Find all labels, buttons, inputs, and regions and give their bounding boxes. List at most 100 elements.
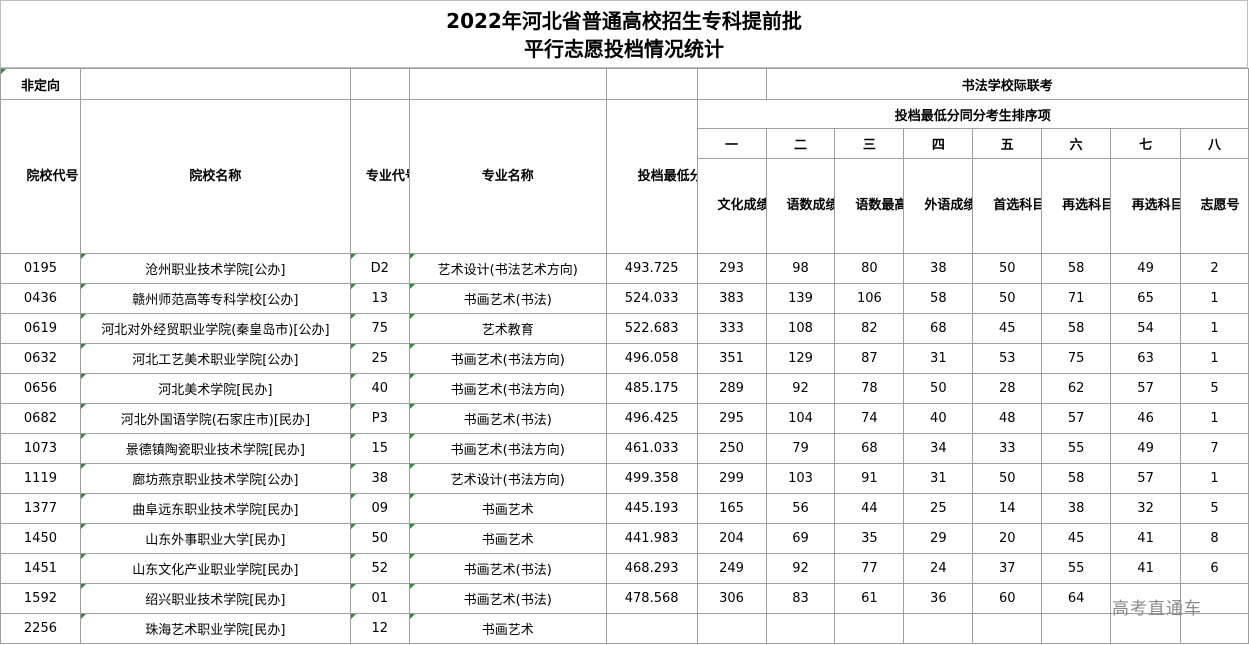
header-major-name: 专业名称 — [408, 99, 607, 254]
cell-school-name: 山东外事职业大学[民办] — [79, 523, 351, 554]
cell-major-name: 书画艺术(书法) — [408, 283, 607, 314]
cell-school-code: 0656 — [0, 373, 81, 404]
header-order-label-4: 外语成绩 — [903, 158, 974, 254]
cell-order-2-value: 104 — [765, 403, 836, 434]
cell-order-5-value: 37 — [972, 553, 1043, 584]
table-row: 0632 河北工艺美术职业学院[公办] 25 书画艺术(书法方向) 496.058 351… — [0, 343, 1249, 374]
cell-school-code: 1592 — [0, 583, 81, 614]
cell-order-3-value: 77 — [834, 553, 905, 584]
cell-order-3-value: 78 — [834, 373, 905, 404]
cell-order-7-value: 65 — [1110, 283, 1182, 314]
cell-order-7-value: 49 — [1110, 433, 1182, 464]
cell-school-name: 河北工艺美术职业学院[公办] — [79, 343, 351, 374]
cell-min-score: 524.033 — [605, 283, 698, 314]
header-min-score: 投档最低分 — [605, 99, 698, 254]
cell-order-3-value: 80 — [834, 253, 905, 284]
cell-order-4-value: 31 — [903, 343, 974, 374]
cell-order-1-value: 204 — [696, 523, 767, 554]
cell-min-score: 468.293 — [605, 553, 698, 584]
cell-school-name: 曲阜远东职业技术学院[民办] — [79, 493, 351, 524]
cell-major-code: 52 — [349, 553, 410, 584]
cell-order-3-value: 87 — [834, 343, 905, 374]
cell-min-score: 485.175 — [605, 373, 698, 404]
cell-order-5-value: 50 — [972, 253, 1043, 284]
blank-cell — [349, 68, 410, 100]
table-row: 0656 河北美术学院[民办] 40 书画艺术(书法方向) 485.175 289 92 78… — [0, 373, 1249, 404]
header-order-label-5: 首选科目成绩 — [972, 158, 1043, 254]
blank-cell — [79, 68, 351, 100]
blank-cell — [605, 68, 698, 100]
cell-order-7-value — [1110, 613, 1182, 644]
header-order-label-8: 志愿号 — [1180, 158, 1249, 254]
table-row: 1450 山东外事职业大学[民办] 50 书画艺术 441.983 204 69 35 29 20… — [0, 523, 1249, 554]
cell-order-4-value: 34 — [903, 433, 974, 464]
admission-table: 非定向 书法学校际联考 院校代号 院校名称 专业代号 专业名称 投档最低分 投档… — [0, 68, 1249, 644]
cell-order-4-value: 40 — [903, 403, 974, 434]
cell-major-name: 书画艺术(书法方向) — [408, 373, 607, 404]
cell-min-score: 441.983 — [605, 523, 698, 554]
cell-order-4-value: 58 — [903, 283, 974, 314]
table-row: 0436 赣州师范高等专科学校[公办] 13 书画艺术(书法) 524.033 383 13… — [0, 283, 1249, 314]
cell-order-8-value: 2 — [1180, 253, 1249, 284]
cell-order-1-value: 295 — [696, 403, 767, 434]
cell-school-code: 0619 — [0, 313, 81, 344]
cell-order-2-value: 92 — [765, 373, 836, 404]
cell-order-8-value — [1180, 613, 1249, 644]
cell-order-4-value: 24 — [903, 553, 974, 584]
cell-school-code: 1451 — [0, 553, 81, 584]
cell-min-score: 522.683 — [605, 313, 698, 344]
cell-min-score: 461.033 — [605, 433, 698, 464]
cell-major-name: 艺术设计(书法方向) — [408, 463, 607, 494]
header-major-code: 专业代号 — [349, 99, 410, 254]
cell-order-8-value: 1 — [1180, 403, 1249, 434]
cell-major-code: 40 — [349, 373, 410, 404]
cell-order-2-value: 98 — [765, 253, 836, 284]
cell-major-name: 艺术设计(书法艺术方向) — [408, 253, 607, 284]
exam-type-label: 书法学校际联考 — [765, 68, 1249, 100]
cell-order-8-value: 1 — [1180, 313, 1249, 344]
cell-major-name: 书画艺术(书法) — [408, 583, 607, 614]
cell-order-3-value: 44 — [834, 493, 905, 524]
header-order-1: 一 — [696, 128, 767, 159]
table-row: 0619 河北对外经贸职业学院(秦皇岛市)[公办] 75 艺术教育 522.683 333… — [0, 313, 1249, 344]
header-order-label-7: 再选科目次高成绩 — [1110, 158, 1182, 254]
cell-school-name: 河北对外经贸职业学院(秦皇岛市)[公办] — [79, 313, 351, 344]
cell-major-code: 12 — [349, 613, 410, 644]
cell-school-code: 0632 — [0, 343, 81, 374]
table-row: 1451 山东文化产业职业学院[民办] 52 书画艺术(书法) 468.293 249 92… — [0, 553, 1249, 584]
cell-major-code: 50 — [349, 523, 410, 554]
cell-order-8-value: 1 — [1180, 343, 1249, 374]
cell-order-7-value: 41 — [1110, 553, 1182, 584]
cell-order-1-value: 250 — [696, 433, 767, 464]
cell-order-5-value: 33 — [972, 433, 1043, 464]
cell-school-code: 1450 — [0, 523, 81, 554]
cell-order-6-value: 58 — [1041, 463, 1112, 494]
cell-order-7-value: 49 — [1110, 253, 1182, 284]
cell-order-2-value: 83 — [765, 583, 836, 614]
title-block: 2022年河北省普通高校招生专科提前批 平行志愿投档情况统计 — [0, 0, 1248, 68]
cell-school-code: 0436 — [0, 283, 81, 314]
cell-major-name: 书画艺术 — [408, 523, 607, 554]
cell-major-code: 25 — [349, 343, 410, 374]
cell-order-5-value: 45 — [972, 313, 1043, 344]
cell-order-4-value: 50 — [903, 373, 974, 404]
cell-order-3-value: 35 — [834, 523, 905, 554]
cell-order-4-value: 36 — [903, 583, 974, 614]
cell-order-6-value: 75 — [1041, 343, 1112, 374]
cell-school-code: 0682 — [0, 403, 81, 434]
cell-major-code: 75 — [349, 313, 410, 344]
header-school-name: 院校名称 — [79, 99, 351, 254]
cell-major-name: 书画艺术(书法) — [408, 403, 607, 434]
cell-school-name: 赣州师范高等专科学校[公办] — [79, 283, 351, 314]
cell-order-2-value: 103 — [765, 463, 836, 494]
cell-order-1-value: 293 — [696, 253, 767, 284]
cell-order-2-value: 108 — [765, 313, 836, 344]
cell-order-2-value: 92 — [765, 553, 836, 584]
cell-order-1-value — [696, 613, 767, 644]
cell-min-score: 478.568 — [605, 583, 698, 614]
table-row: 1073 景德镇陶瓷职业技术学院[民办] 15 书画艺术(书法方向) 461.033 25… — [0, 433, 1249, 464]
cell-order-4-value: 31 — [903, 463, 974, 494]
table-row: 1592 绍兴职业技术学院[民办] 01 书画艺术(书法) 478.568 306 83 61… — [0, 583, 1249, 614]
cell-school-name: 景德镇陶瓷职业技术学院[民办] — [79, 433, 351, 464]
cell-order-1-value: 289 — [696, 373, 767, 404]
